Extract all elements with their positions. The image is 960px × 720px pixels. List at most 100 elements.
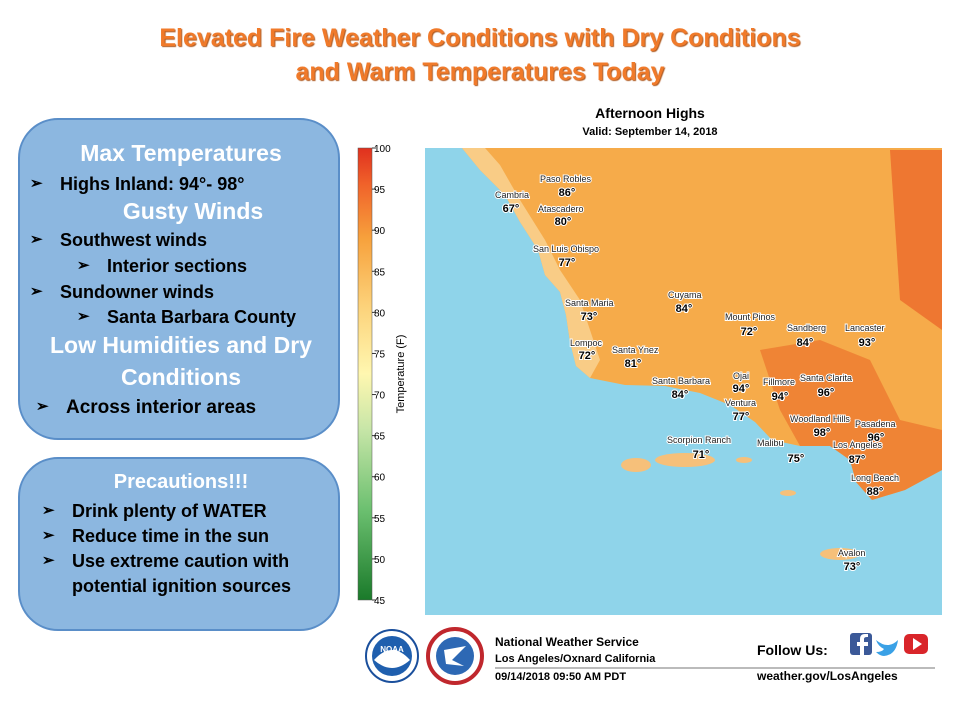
item: Drink plenty of WATER — [42, 501, 267, 522]
city-name: Long Beach — [851, 473, 899, 483]
island — [621, 458, 651, 472]
youtube-icon — [904, 634, 928, 654]
city-temp: 72° — [579, 350, 596, 362]
city-temp: 88° — [867, 486, 884, 498]
item: Use extreme caution with — [42, 551, 289, 572]
city-name: Atascadero — [538, 204, 584, 214]
city-temp: 87° — [849, 454, 866, 466]
follow: Follow Us: — [757, 642, 828, 658]
map-subtitle: Valid: September 14, 2018 — [582, 126, 717, 138]
city-name: Malibu — [757, 438, 784, 448]
colorbar-tick-label: 75 — [374, 349, 386, 360]
city-temp: 94° — [733, 383, 750, 395]
city-name: Fillmore — [763, 377, 795, 387]
item: Southwest winds — [30, 230, 207, 251]
nws-logo — [444, 646, 466, 666]
city-temp: 73° — [581, 311, 598, 323]
city-temp: 96° — [818, 387, 835, 399]
heading: Precautions!!! — [113, 471, 249, 493]
facebook-icon — [857, 634, 868, 655]
hot-region — [890, 150, 942, 330]
nws-logo — [426, 627, 484, 685]
map-title: Afternoon Highs — [595, 105, 705, 121]
title: Elevated Fire Weather Conditions with Dr… — [159, 24, 801, 52]
location: Los Angeles/Oxnard California — [495, 653, 656, 665]
colorbar-tick-label: 50 — [374, 555, 386, 566]
noaa-text: NOAA — [380, 645, 404, 654]
island — [736, 457, 752, 463]
city-temp: 98° — [814, 427, 831, 439]
conditions-panel: Max Temperatures Highs Inland: 94°- 98° … — [18, 118, 340, 440]
island — [820, 548, 860, 560]
colorbar-tick-label: 100 — [374, 144, 391, 155]
city-temp: 96° — [868, 432, 885, 444]
facebook-icon — [850, 633, 872, 655]
heading: Conditions — [120, 364, 242, 390]
colorbar — [357, 147, 373, 601]
city-temp: 75° — [788, 453, 805, 465]
colorbar-tick-label: 85 — [374, 267, 386, 278]
city-name: Santa Maria — [565, 298, 614, 308]
city-name: Ventura — [725, 398, 756, 408]
city-temp: 77° — [559, 257, 576, 269]
city-name: Santa Ynez — [612, 345, 659, 355]
noaa-logo — [365, 629, 419, 683]
city-name: Ojai — [733, 371, 749, 381]
city-temp: 80° — [555, 216, 572, 228]
city-temp: 84° — [797, 337, 814, 349]
hot-region — [760, 340, 942, 500]
ocean — [425, 148, 942, 615]
city-temp: 72° — [741, 326, 758, 338]
coastal-land — [462, 148, 600, 378]
colorbar-tick-label: 95 — [374, 185, 386, 196]
title: and Warm Temperatures Today — [295, 58, 665, 86]
city-name: Pasadena — [855, 419, 896, 429]
youtube-icon — [913, 638, 922, 650]
colorbar-label: Temperature (F) — [395, 335, 407, 414]
land — [462, 148, 942, 500]
noaa-logo — [374, 650, 410, 668]
twitter-icon — [876, 640, 898, 656]
colorbar-tick-label: 60 — [374, 473, 386, 484]
item: potential ignition sources — [72, 576, 292, 596]
city-temp: 71° — [693, 449, 710, 461]
city-temp: 84° — [672, 389, 689, 401]
item: Sundowner winds — [30, 282, 214, 303]
city-temp: 81° — [625, 358, 642, 370]
city-name: Avalon — [838, 548, 865, 558]
colorbar-tick-label: 70 — [374, 391, 386, 402]
colorbar-tick-label: 45 — [374, 596, 386, 607]
city-name: Santa Clarita — [800, 373, 852, 383]
city-name: Sandberg — [787, 323, 826, 333]
item: Reduce time in the sun — [42, 526, 269, 547]
city-name: Santa Barbara — [652, 376, 710, 386]
noaa-logo — [372, 636, 412, 676]
website: weather.gov/LosAngeles — [756, 669, 898, 683]
colorbar-tick-label: 55 — [374, 514, 386, 525]
city-name: Cambria — [495, 190, 529, 200]
nws-logo — [436, 637, 474, 675]
city-name: San Luis Obispo — [533, 244, 599, 254]
item: Across interior areas — [36, 397, 256, 419]
city-temp: 77° — [733, 411, 750, 423]
item: Highs Inland: 94°- 98° — [30, 174, 245, 195]
heading: Max Temperatures — [80, 140, 282, 166]
office: National Weather Service — [495, 635, 639, 649]
city-name: Paso Robles — [540, 174, 592, 184]
city-name: Scorpion Ranch — [667, 435, 731, 445]
island — [655, 453, 715, 467]
city-temp: 73° — [844, 561, 861, 573]
heading: Gusty Winds — [122, 198, 264, 224]
item: Interior sections — [77, 256, 247, 277]
city-temp: 67° — [503, 203, 520, 215]
precautions-panel: Precautions!!! Drink plenty of WATER Red… — [18, 457, 340, 631]
city-name: Mount Pinos — [725, 312, 776, 322]
city-temp: 93° — [859, 337, 876, 349]
city-name: Cuyama — [668, 290, 702, 300]
island — [780, 490, 796, 496]
city-name: Woodland Hills — [790, 414, 850, 424]
city-temp: 94° — [772, 391, 789, 403]
colorbar-tick-label: 65 — [374, 432, 386, 443]
city-name: Lompoc — [570, 338, 603, 348]
